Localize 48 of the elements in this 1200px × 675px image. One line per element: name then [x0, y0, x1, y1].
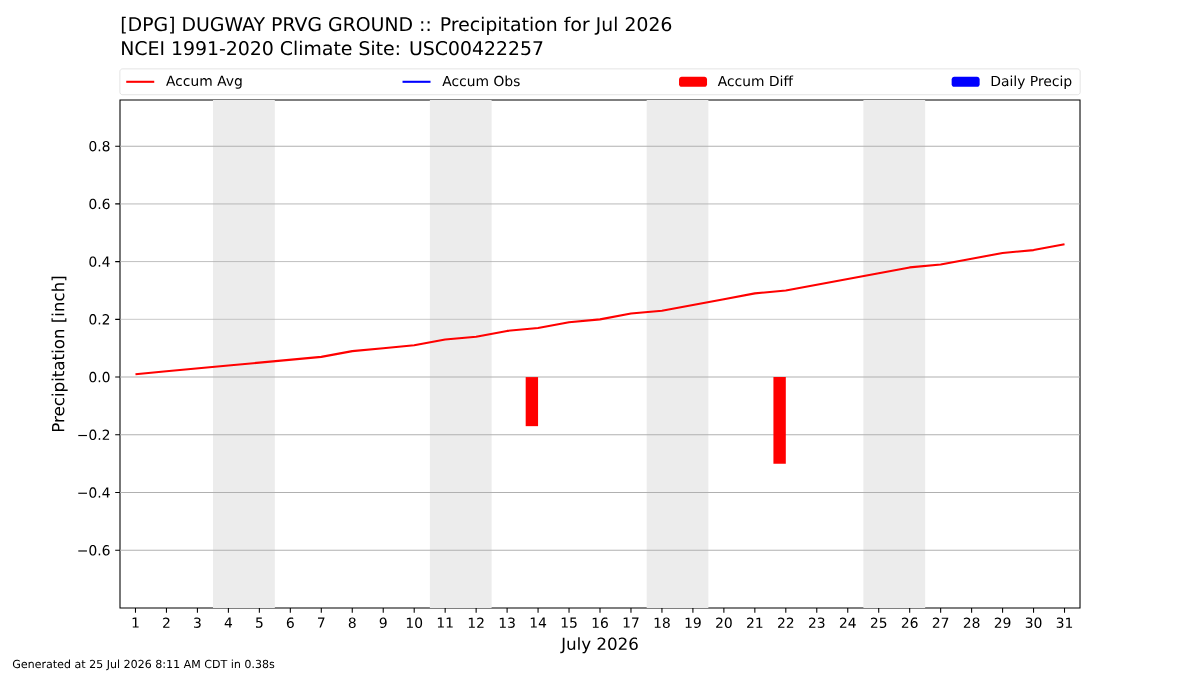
x-tick-label: 5 [256, 617, 263, 628]
x-tick-label: 12 [468, 617, 484, 628]
x-tick-label: 18 [654, 617, 670, 628]
x-axis-title: July 2026 [560, 637, 638, 654]
x-tick-label: 21 [747, 617, 763, 628]
x-tick-label: 19 [685, 617, 701, 628]
y-axis-title: Precipitation [inch] [51, 276, 68, 432]
x-tick-label: 29 [994, 617, 1011, 628]
x-tick-label: 20 [716, 617, 732, 628]
x-tick-label: 10 [406, 617, 423, 628]
x-tick-label: 8 [348, 617, 356, 628]
y-tick-label: −0.2 [78, 429, 110, 441]
x-tick-label: 23 [808, 617, 825, 628]
y-tick-label: 0.2 [89, 314, 110, 325]
chart-title: [DPG] DUGWAY PRVG GROUND :: Precipitation for Jul 2026 [121, 16, 672, 35]
x-tick-label: 28 [963, 617, 980, 628]
x-tick-label: 3 [194, 617, 201, 628]
legend-label: Accum Diff [717, 75, 794, 87]
x-tick-label: 31 [1056, 617, 1073, 628]
x-tick-label: 4 [224, 617, 233, 628]
x-tick-label: 15 [561, 617, 577, 628]
legend-label: Daily Precip [991, 75, 1072, 89]
x-tick-label: 22 [778, 617, 794, 628]
y-tick-label: 0.0 [89, 371, 110, 383]
x-tick-label: 6 [286, 617, 294, 628]
x-tick-label: 30 [1025, 617, 1042, 628]
x-tick-label: 9 [379, 617, 387, 628]
legend-label: Accum Avg [166, 75, 242, 89]
y-tick-label: 0.8 [89, 140, 110, 152]
y-tick-label: −0.6 [78, 545, 110, 556]
legend-label: Accum Obs [442, 75, 520, 87]
x-tick-label: 2 [163, 617, 170, 628]
x-tick-label: 27 [932, 617, 949, 628]
x-tick-label: 24 [839, 617, 856, 628]
x-tick-label: 7 [318, 617, 325, 628]
text: Generated at 25 Jul 2026 8:11 AM CDT in 0.38s [12, 659, 275, 671]
x-tick-label: 17 [623, 617, 639, 628]
x-tick-label: 25 [870, 617, 887, 628]
x-tick-label: 1 [132, 617, 139, 628]
x-tick-label: 13 [499, 617, 515, 628]
x-tick-label: 11 [437, 617, 453, 628]
y-tick-label: 0.4 [89, 256, 110, 267]
y-tick-label: 0.6 [89, 198, 110, 210]
y-tick-label: −0.4 [78, 487, 110, 498]
x-tick-label: 26 [901, 617, 918, 628]
x-tick-label: 16 [592, 617, 608, 628]
chart-subtitle: NCEI 1991-2020 Climate Site: USC00422257 [122, 40, 543, 56]
x-tick-label: 14 [530, 617, 547, 628]
